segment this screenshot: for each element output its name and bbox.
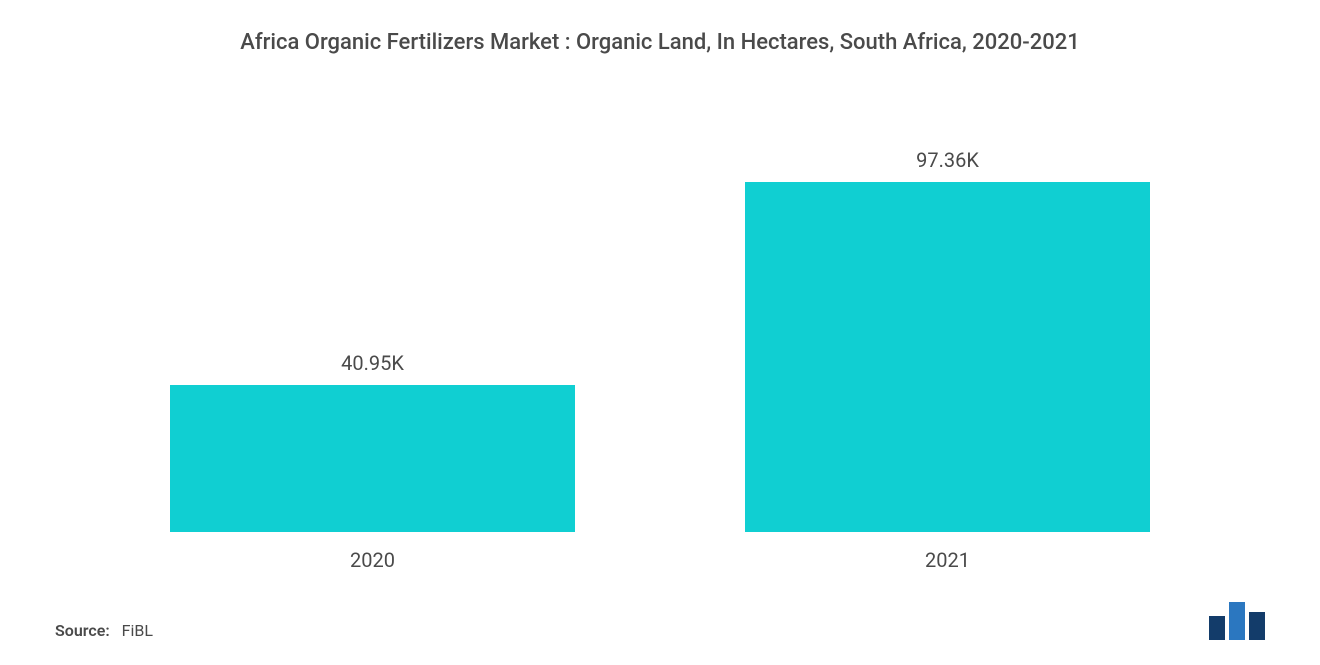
bar-value-label: 40.95K (341, 351, 404, 375)
x-axis-label: 2021 (706, 548, 1189, 572)
bar-value-label: 97.36K (916, 148, 979, 172)
footer: Source: FiBL (55, 602, 1265, 640)
logo-bar-1 (1209, 616, 1225, 640)
chart-container: Africa Organic Fertilizers Market : Orga… (0, 0, 1320, 665)
plot-area: 40.95K 97.36K (85, 115, 1235, 532)
source-line: Source: FiBL (55, 621, 153, 640)
bar (170, 385, 576, 532)
brand-logo-icon (1209, 602, 1265, 640)
plot-wrap: 40.95K 97.36K 2020 2021 (85, 65, 1235, 587)
bar-group: 97.36K (706, 148, 1189, 532)
bar-group: 40.95K (131, 351, 614, 532)
chart-title: Africa Organic Fertilizers Market : Orga… (55, 30, 1265, 55)
logo-bar-3 (1249, 612, 1265, 640)
source-value: FiBL (122, 621, 153, 640)
logo-bar-2 (1229, 602, 1245, 640)
x-axis-labels: 2020 2021 (85, 548, 1235, 572)
x-axis-label: 2020 (131, 548, 614, 572)
source-label: Source: (55, 621, 110, 640)
bar (745, 182, 1151, 532)
